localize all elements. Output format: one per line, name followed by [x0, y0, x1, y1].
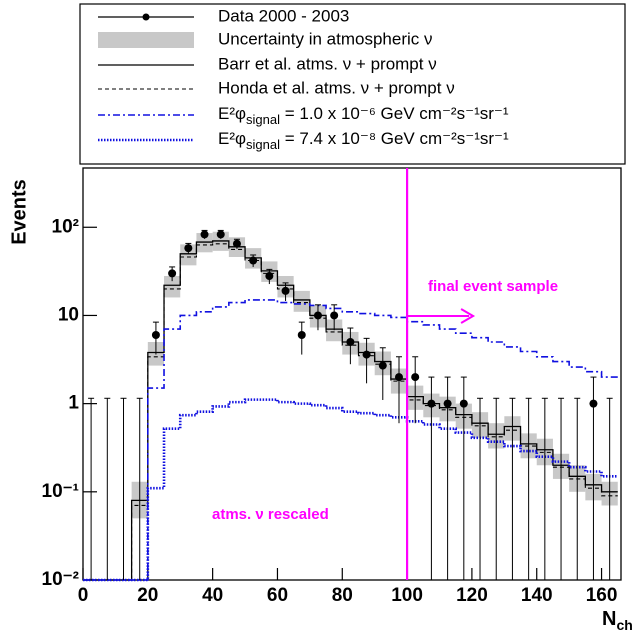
y-tick-label: 10⁻¹ — [42, 481, 80, 502]
x-tick-label: 100 — [391, 585, 423, 606]
legend-label: E²φsignal = 7.4 x 10⁻⁸ GeV cm⁻²s⁻¹sr⁻¹ — [218, 129, 509, 152]
uncertainty-band — [326, 319, 343, 342]
legend-swatch — [98, 32, 194, 48]
step-line — [83, 398, 618, 582]
data-point — [184, 244, 193, 253]
annotation: final event sample — [428, 278, 558, 295]
y-tick-label: 10² — [52, 216, 79, 237]
legend-box — [79, 3, 626, 165]
legend-label-part: = 7.4 x 10⁻⁸ GeV cm⁻²s⁻¹sr⁻¹ — [280, 129, 509, 148]
data-point — [427, 399, 436, 408]
uncertainty-band — [293, 290, 310, 312]
data-point — [200, 230, 209, 239]
legend-label: Barr et al. atms. ν + prompt ν — [218, 54, 437, 73]
legend-label: E²φsignal = 1.0 x 10⁻⁶ GeV cm⁻²s⁻¹sr⁻¹ — [218, 104, 509, 127]
uncertainty-band — [180, 244, 197, 266]
data-point — [281, 286, 290, 295]
data-point — [394, 373, 403, 382]
x-axis-label: Nch — [602, 608, 633, 632]
x-tick-label: 20 — [137, 585, 158, 606]
data-point — [589, 399, 598, 408]
x-tick-label: 80 — [332, 585, 353, 606]
x-tick-label: 40 — [202, 585, 223, 606]
data-point — [297, 331, 306, 340]
data-point — [443, 399, 452, 408]
data-point — [249, 256, 258, 265]
legend-label-sub: signal — [246, 112, 280, 127]
legend-swatch — [142, 13, 150, 21]
x-tick-label: 0 — [78, 585, 89, 606]
y-tick-label: 1 — [68, 393, 79, 414]
x-axis-label-main: N — [602, 608, 616, 630]
x-tick-label: 140 — [521, 585, 553, 606]
data-point — [459, 399, 468, 408]
y-axis-label: Events — [8, 179, 30, 245]
annotation: atms. ν rescaled — [212, 506, 329, 523]
data-point — [313, 311, 322, 320]
plot-frame — [82, 167, 622, 581]
x-tick-label: 120 — [456, 585, 488, 606]
y-tick-label: 10⁻² — [42, 569, 80, 590]
x-tick-label: 60 — [267, 585, 288, 606]
cut-arrow-head — [460, 308, 476, 324]
data-point — [378, 361, 387, 370]
legend-label: Data 2000 - 2003 — [218, 6, 349, 25]
uncertainty-band — [164, 276, 181, 298]
data-point — [151, 331, 160, 340]
legend-label-sub: signal — [246, 137, 280, 152]
legend-label-part: = 1.0 x 10⁻⁶ GeV cm⁻²s⁻¹sr⁻¹ — [280, 104, 509, 123]
data-point — [411, 373, 420, 382]
x-tick-label: 160 — [586, 585, 618, 606]
legend-label-part: E²φ — [218, 104, 246, 123]
data-point — [362, 350, 371, 359]
y-tick-label: 10 — [58, 304, 79, 325]
data-point — [330, 311, 339, 320]
data-point — [232, 239, 241, 248]
legend-label-part: E²φ — [218, 129, 246, 148]
data-point — [216, 230, 225, 239]
data-point — [265, 272, 274, 281]
legend-label: Uncertainty in atmospheric ν — [218, 29, 432, 48]
data-point — [168, 269, 177, 278]
x-axis-label-sub: ch — [616, 617, 632, 633]
legend-label: Honda et al. atms. ν + prompt ν — [218, 78, 455, 97]
step-line — [83, 299, 618, 581]
data-point — [346, 337, 355, 346]
